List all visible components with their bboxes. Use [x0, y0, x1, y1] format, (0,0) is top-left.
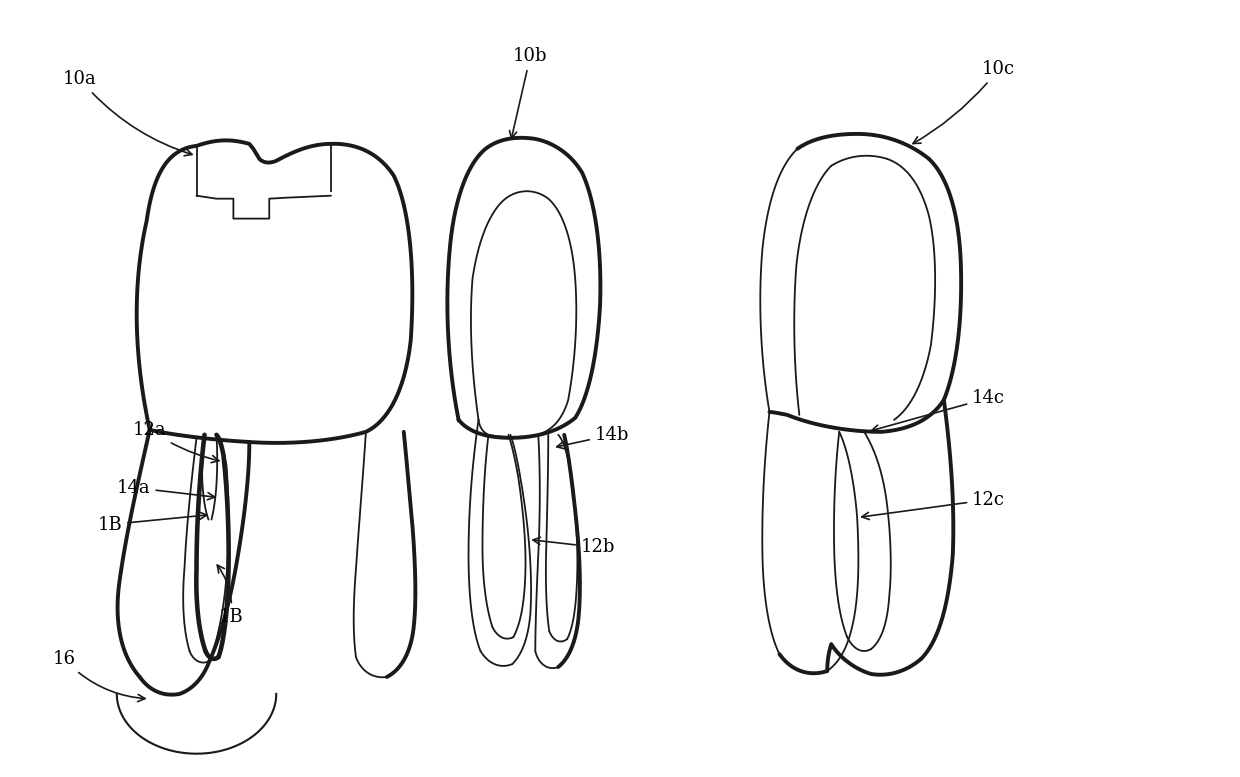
Text: 1B: 1B [217, 565, 244, 626]
Text: 10c: 10c [913, 60, 1016, 144]
Text: 14c: 14c [872, 389, 1006, 432]
Text: 1B: 1B [98, 512, 207, 534]
Text: 12a: 12a [133, 421, 219, 462]
Text: 14b: 14b [557, 426, 629, 449]
Text: 10a: 10a [63, 70, 192, 155]
Text: 12c: 12c [862, 490, 1006, 520]
Text: 10b: 10b [510, 47, 548, 138]
Text: 16: 16 [52, 650, 145, 702]
Text: 12b: 12b [533, 537, 615, 556]
Text: 14a: 14a [117, 479, 215, 500]
